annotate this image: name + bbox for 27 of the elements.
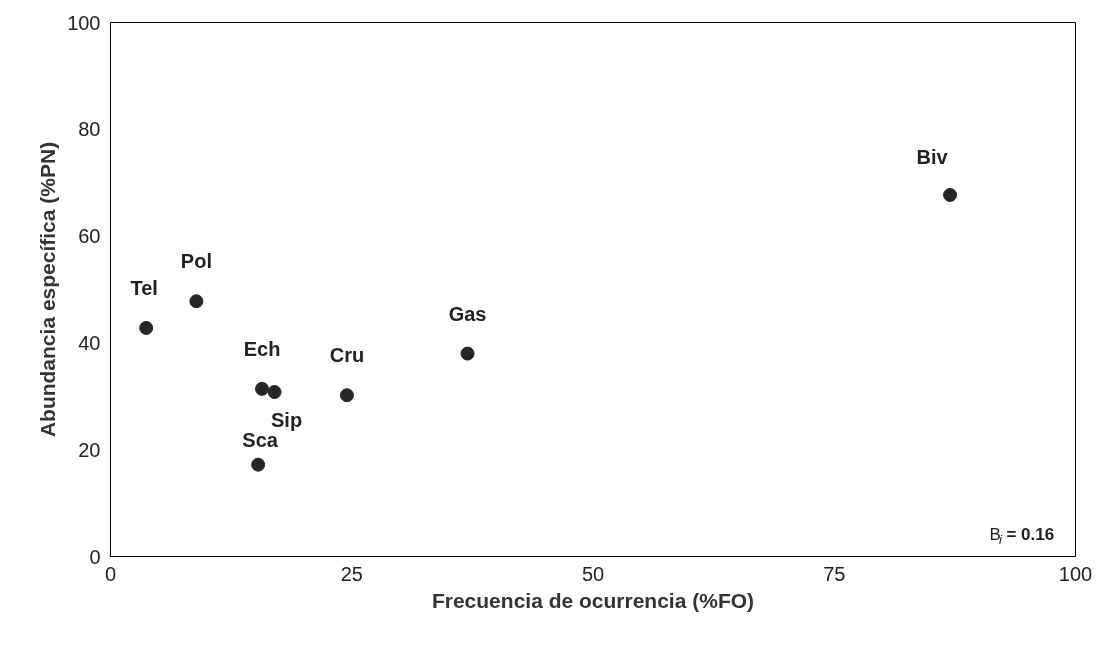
x-tick-label: 0 <box>104 562 117 585</box>
point <box>139 320 154 335</box>
y-tick-label: 40 <box>78 331 101 354</box>
point <box>255 381 270 396</box>
y-axis-title: Abundancia específica (%PN) <box>36 141 60 438</box>
point <box>189 294 204 309</box>
annotation: Cru <box>329 344 365 367</box>
y-tick-label: 100 <box>67 11 101 34</box>
y-tick-label: 20 <box>78 438 101 461</box>
point <box>267 385 282 400</box>
point <box>339 388 354 403</box>
x-tick-label: 75 <box>823 562 846 585</box>
y-tick-label: 60 <box>78 225 101 248</box>
x-tick-label: 25 <box>340 562 363 585</box>
x-tick-label: 100 <box>1058 562 1093 585</box>
x-axis-title: Frecuencia de ocurrencia (%FO) <box>431 588 755 612</box>
annotation: Gas <box>448 302 487 325</box>
point <box>943 187 958 202</box>
point <box>460 346 475 361</box>
y-tick-label: 80 <box>78 118 101 141</box>
annotation: Pol <box>180 250 212 273</box>
annotation: Tel <box>130 276 158 299</box>
annotation: Ech <box>243 337 281 360</box>
x-tick-label: 50 <box>581 562 605 585</box>
annotation: Biv <box>916 145 949 168</box>
point <box>251 457 266 472</box>
y-tick-label: 0 <box>89 545 101 568</box>
